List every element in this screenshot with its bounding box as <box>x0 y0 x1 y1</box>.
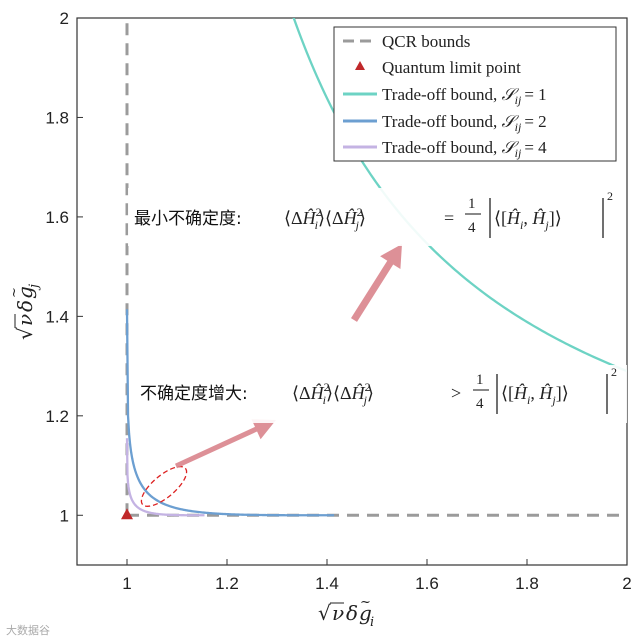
annotation-min-lhs: ⟨ΔĤ2 i⟩⟨ΔĤ2 j⟩ <box>284 205 366 232</box>
svg-text:ν: ν <box>13 314 37 326</box>
svg-text:~: ~ <box>360 595 371 610</box>
quantum-limit-marker <box>121 508 133 520</box>
svg-text:ν: ν <box>332 601 344 625</box>
svg-text:δ: δ <box>13 300 37 312</box>
arrow-uncertainty-increase <box>175 419 276 469</box>
annotation-minimum-uncertainty: 最小不确定度: ⟨ΔĤ2 i⟩⟨ΔĤ2 j⟩ = 1 4 ⟨[Ĥi, Ĥj]⟩ 2 <box>128 188 622 246</box>
legend-qcr-label: QCR bounds <box>382 32 470 51</box>
annotation-inc-quarter-num: 1 <box>476 372 484 388</box>
y-tick-label: 1.8 <box>45 108 69 127</box>
svg-text:2: 2 <box>611 365 617 379</box>
y-tick-label: 1.4 <box>45 307 69 326</box>
y-tick-label: 2 <box>60 9 69 28</box>
legend-quantum-marker <box>355 61 365 70</box>
y-tick-label: 1.6 <box>45 208 69 227</box>
svg-text:√: √ <box>318 601 331 625</box>
watermark: 大数据谷 <box>6 623 50 637</box>
x-tick-label: 1 <box>122 574 131 593</box>
annotation-inc-prefix: 不确定度增大: <box>140 384 248 404</box>
x-tick-label: 1.6 <box>415 574 439 593</box>
svg-text:~: ~ <box>7 287 22 298</box>
x-tick-label: 1.8 <box>515 574 539 593</box>
highlight-ellipse <box>140 465 188 507</box>
tradeoff-curve-s2 <box>125 309 335 517</box>
annotation-min-relation: = <box>444 208 454 228</box>
svg-text:g: g <box>359 601 372 625</box>
y-tick-label: 1.2 <box>45 407 69 426</box>
legend-s2-label: Trade-off bound, 𝒮ij = 2 <box>382 112 547 134</box>
x-tick-label: 2 <box>622 574 631 593</box>
annotation-inc-rhs: ⟨[Ĥi, Ĥj]⟩ <box>501 382 569 407</box>
svg-text:i: i <box>370 615 374 630</box>
legend-s4-label: Trade-off bound, 𝒮ij = 4 <box>382 138 547 160</box>
annotation-inc-lhs: ⟨ΔĤ2 i⟩⟨ΔĤ2 j⟩ <box>292 380 374 407</box>
y-axis-ticks: 1 1.2 1.4 1.6 1.8 2 <box>45 9 83 525</box>
x-axis-title: √ ν δ g ~ i <box>318 595 374 630</box>
x-axis-ticks: 1 1.2 1.4 1.6 1.8 2 <box>122 559 632 593</box>
x-tick-label: 1.4 <box>315 574 339 593</box>
svg-text:√: √ <box>13 327 37 340</box>
legend-quantum-label: Quantum limit point <box>382 58 521 77</box>
tradeoff-curve-s4 <box>125 438 205 517</box>
x-tick-label: 1.2 <box>215 574 239 593</box>
arrow-minimum-uncertainty <box>351 244 402 322</box>
svg-text:g: g <box>13 286 37 299</box>
y-axis-title: √ ν δ g ~ j <box>7 284 42 340</box>
annotation-min-quarter-den: 4 <box>468 220 476 236</box>
annotation-inc-quarter-den: 4 <box>476 396 484 412</box>
annotation-min-prefix: 最小不确定度: <box>134 209 242 229</box>
svg-text:2: 2 <box>607 189 613 203</box>
y-tick-label: 1 <box>60 506 69 525</box>
legend-s1-label: Trade-off bound, 𝒮ij = 1 <box>382 85 547 107</box>
annotation-min-quarter-num: 1 <box>468 196 476 212</box>
annotation-inc-relation: > <box>451 383 461 403</box>
svg-text:δ: δ <box>346 601 358 625</box>
legend: QCR bounds Quantum limit point Trade-off… <box>333 26 617 162</box>
annotation-min-rhs: ⟨[Ĥi, Ĥj]⟩ <box>494 207 562 232</box>
svg-text:j: j <box>27 284 42 291</box>
legend-box <box>333 26 617 162</box>
annotation-uncertainty-increase: 不确定度增大: ⟨ΔĤ2 i⟩⟨ΔĤ2 j⟩ > 1 4 ⟨[Ĥi, Ĥj]⟩ 2 <box>135 365 627 423</box>
